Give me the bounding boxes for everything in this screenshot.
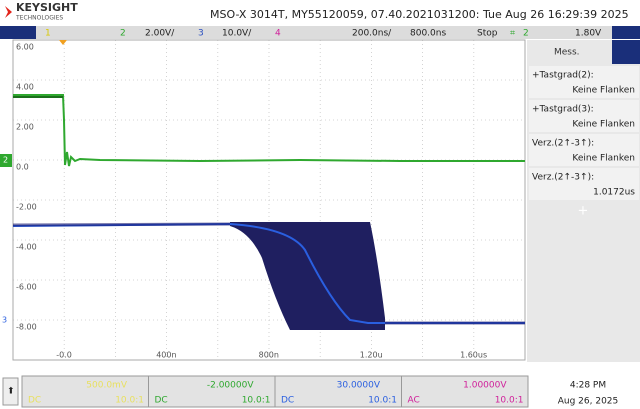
measurement-row[interactable] <box>529 134 639 166</box>
measurement-row[interactable] <box>529 66 639 98</box>
channel-coupling[interactable]: AC <box>408 396 420 406</box>
measurement-value: Keine Flanken <box>572 120 635 130</box>
measurement-label: +Tastgrad(2): <box>532 71 594 81</box>
measurement-value: Keine Flanken <box>572 154 635 164</box>
scroll-arrow: ⬆ <box>7 387 15 397</box>
channel-probe[interactable]: 10.0:1 <box>115 396 144 406</box>
clock-time: 4:28 PM <box>570 381 606 391</box>
ch3-noise <box>12 222 525 325</box>
brand-sub: TECHNOLOGIES <box>15 15 63 22</box>
channel-probe[interactable]: 10.0:1 <box>368 396 397 406</box>
channel-coupling[interactable]: DC <box>155 396 168 406</box>
x-label: 800n <box>259 351 279 360</box>
x-label: 1.20u <box>360 351 383 360</box>
ch2-trace <box>13 94 525 167</box>
y-label: 4.00 <box>16 83 34 92</box>
ch1-label[interactable]: 1 <box>45 29 51 39</box>
measurement-label: Verz.(2↑-3↑): <box>532 139 594 149</box>
measurement-value: 1.0172us <box>593 188 635 198</box>
channel-offset[interactable]: 30.0000V <box>337 381 381 391</box>
y-label: -8.00 <box>16 323 37 332</box>
ch3-trace <box>12 222 525 324</box>
plot-area <box>0 40 526 362</box>
toolbar <box>0 26 640 39</box>
clock-date: Aug 26, 2025 <box>558 397 619 407</box>
panel-title: Mess. <box>554 48 580 58</box>
trigger-icon: ⌗ <box>510 29 515 39</box>
y-label: -6.00 <box>16 283 37 292</box>
add-measurement[interactable]: + <box>578 204 589 219</box>
channel-probe[interactable]: 10.0:1 <box>495 396 524 406</box>
plot-border <box>12 39 526 361</box>
y-label: 0.0 <box>16 163 29 172</box>
y-label: 2.00 <box>16 123 34 132</box>
channel-coupling[interactable]: DC <box>281 396 294 406</box>
channel-probe[interactable]: 10.0:1 <box>242 396 271 406</box>
x-label: 1.60us <box>460 351 487 360</box>
scroll-button[interactable] <box>2 377 19 406</box>
channel-offset[interactable]: 1.00000V <box>463 381 507 391</box>
header-title: MSO-X 3014T, MY55120059, 07.40.202103120… <box>210 8 629 21</box>
channel-offset[interactable]: 500.0mV <box>86 381 128 391</box>
panel-tab[interactable] <box>612 40 640 64</box>
x-label: -0.0 <box>56 351 72 360</box>
time-scale[interactable]: 200.0ns/ <box>352 29 392 39</box>
ch3-persistence <box>230 222 385 330</box>
channel-offset[interactable]: -2.00000V <box>207 381 254 391</box>
trigger-marker <box>59 40 67 45</box>
menu-button[interactable] <box>0 26 36 39</box>
brand: KEYSIGHT <box>16 1 78 14</box>
channel-coupling[interactable]: DC <box>28 396 41 406</box>
measurement-label: +Tastgrad(3): <box>532 105 594 115</box>
x-label: 400n <box>156 351 176 360</box>
run-state[interactable]: Stop <box>477 29 498 39</box>
ch4-label[interactable]: 4 <box>275 29 281 39</box>
trigger-source[interactable]: 2 <box>523 29 529 39</box>
measurement-label: Verz.(2↑-3↑): <box>532 173 594 183</box>
logo-icon <box>5 6 12 18</box>
ch2-ground-marker <box>0 154 12 167</box>
ch2-marker-label: 2 <box>3 156 8 165</box>
time-delay[interactable]: 800.0ns <box>410 29 446 39</box>
ch3-ground-marker: 3 <box>2 316 7 325</box>
measurement-row[interactable] <box>529 100 639 132</box>
ch2-scale[interactable]: 2.00V/ <box>145 29 175 39</box>
ch3-scale[interactable]: 10.0V/ <box>222 29 252 39</box>
ch3-label[interactable]: 3 <box>198 29 204 39</box>
y-label: 6.00 <box>16 43 34 52</box>
ch2-label[interactable]: 2 <box>120 29 126 39</box>
measurement-row[interactable] <box>529 168 639 200</box>
y-label: -4.00 <box>16 243 37 252</box>
trigger-level[interactable]: 1.80V <box>575 29 602 39</box>
measurement-value: Keine Flanken <box>572 86 635 96</box>
corner-button[interactable] <box>612 26 640 39</box>
y-label: -2.00 <box>16 203 37 212</box>
